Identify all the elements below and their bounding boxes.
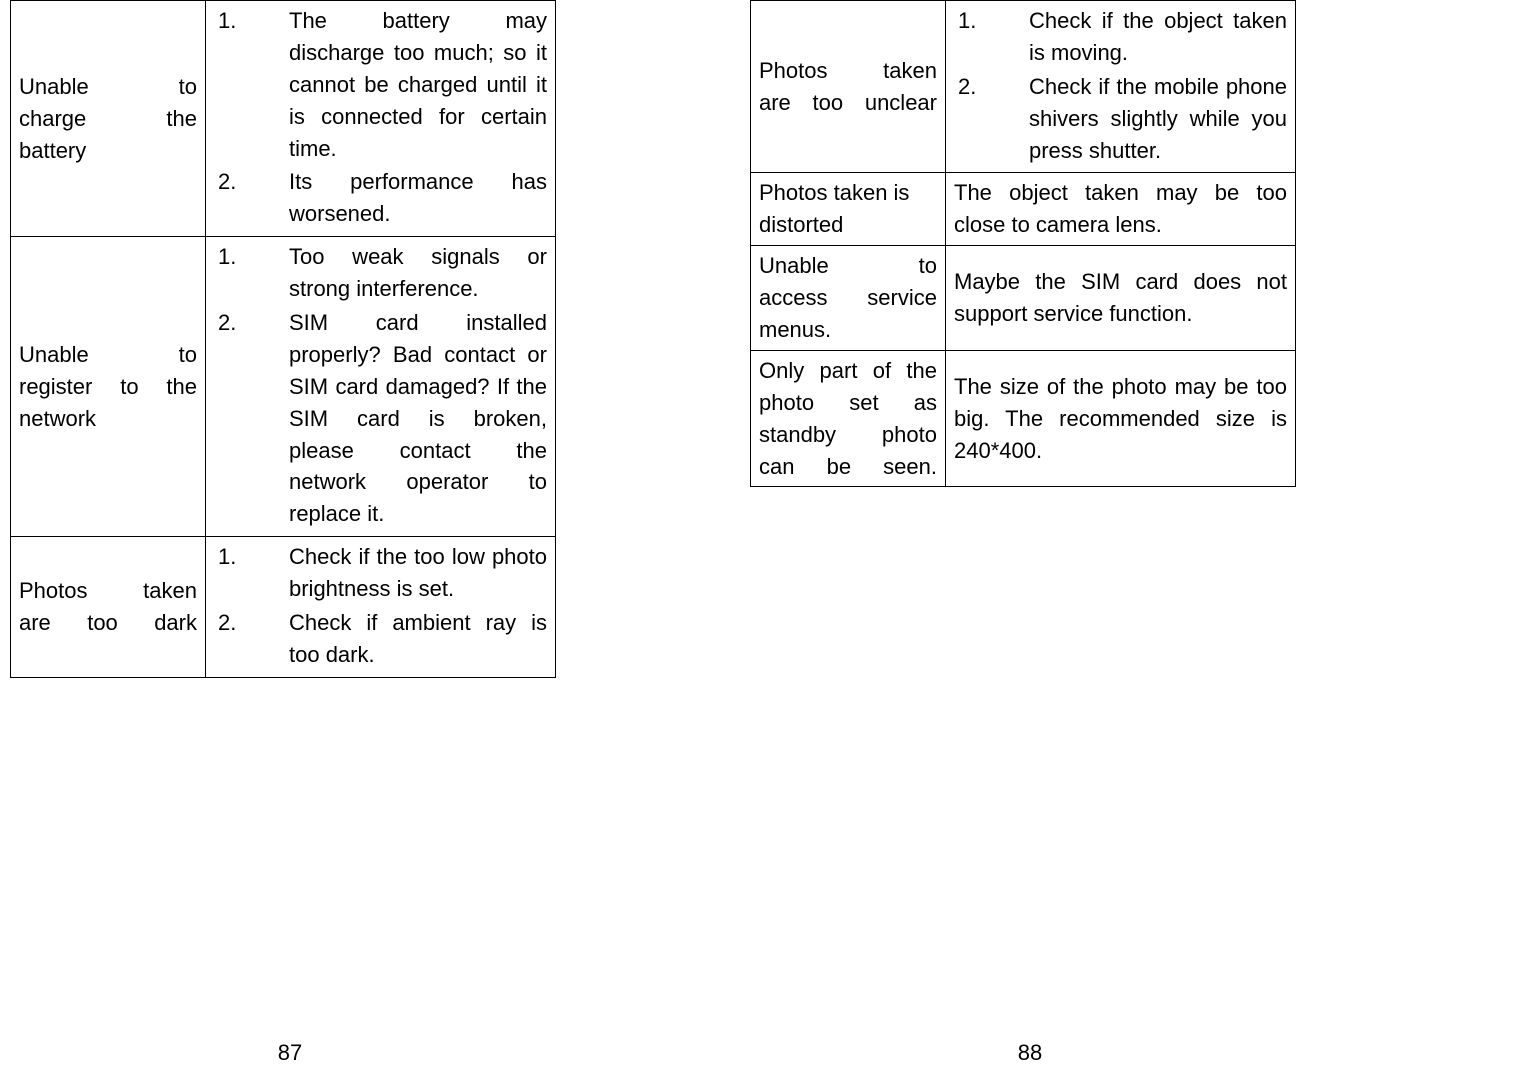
table-row: Unable to charge the battery 1.The batte…	[11, 1, 556, 237]
page-number-87: 87	[10, 1040, 570, 1066]
list-number: 2.	[214, 307, 289, 530]
list-number: 1.	[214, 5, 289, 164]
table-row: Only part of the photo set as standby ph…	[751, 350, 1296, 487]
table-row: Photos taken is distorted The object tak…	[751, 173, 1296, 246]
problem-line: photo set as	[759, 390, 937, 415]
list-item: 2.Check if the mobile phone shivers slig…	[954, 71, 1287, 167]
table-row: Photos taken are too unclear 1.Check if …	[751, 1, 1296, 173]
problem-line: charge the	[19, 106, 197, 131]
problem-cell: Unable to access service menus.	[751, 246, 946, 351]
page-88: Photos taken are too unclear 1.Check if …	[750, 0, 1310, 1086]
problem-line: access service	[759, 285, 937, 310]
troubleshoot-table-right: Photos taken are too unclear 1.Check if …	[750, 0, 1296, 487]
cause-cell: 1.Too weak signals or strong interferenc…	[206, 237, 556, 537]
problem-line-last: network	[19, 406, 96, 431]
list-item: 1.Too weak signals or strong interferenc…	[214, 241, 547, 305]
table-row: Unable to access service menus. Maybe th…	[751, 246, 1296, 351]
table-row: Unable to register to the network 1.Too …	[11, 237, 556, 537]
list-item: 1.Check if the too low photo brightness …	[214, 541, 547, 605]
problem-line: Unable to	[759, 253, 937, 278]
list-number: 1.	[214, 541, 289, 605]
list-text: Check if the too low photo brightness is…	[289, 541, 547, 605]
cause-cell: The size of the photo may be too big. Th…	[946, 350, 1296, 487]
table-row: Photos taken are too dark 1.Check if the…	[11, 537, 556, 678]
problem-line-last: are too dark	[19, 610, 197, 635]
list-item: 1.The battery may discharge too much; so…	[214, 5, 547, 164]
list-item: 2. Its performance has worsened.	[214, 166, 547, 230]
problem-line-last: battery	[19, 138, 86, 163]
list-text: Too weak signals or strong interference.	[289, 241, 547, 305]
cause-list: 1.Too weak signals or strong interferenc…	[214, 241, 547, 530]
list-item: 2.Check if ambient ray is too dark.	[214, 607, 547, 671]
list-item: 1.Check if the object taken is moving.	[954, 5, 1287, 69]
cause-cell: 1.Check if the object taken is moving. 2…	[946, 1, 1296, 173]
problem-cell: Unable to charge the battery	[11, 1, 206, 237]
list-text: Check if the object taken is moving.	[1029, 5, 1287, 69]
problem-line: register to the	[19, 374, 197, 399]
cause-cell: 1.Check if the too low photo brightness …	[206, 537, 556, 678]
cause-list: 1.The battery may discharge too much; so…	[214, 5, 547, 230]
problem-line: standby photo	[759, 422, 937, 447]
problem-cell: Only part of the photo set as standby ph…	[751, 350, 946, 487]
list-text: SIM card installed properly? Bad contact…	[289, 307, 547, 530]
problem-cell: Photos taken are too dark	[11, 537, 206, 678]
page-number-88: 88	[750, 1040, 1310, 1066]
problem-line: Only part of the	[759, 358, 937, 383]
cause-list: 1.Check if the object taken is moving. 2…	[954, 5, 1287, 166]
list-number: 2.	[214, 607, 289, 671]
problem-line: Unable to	[19, 74, 197, 99]
list-number: 2.	[214, 166, 289, 230]
cause-list: 1.Check if the too low photo brightness …	[214, 541, 547, 671]
problem-line: Unable to	[19, 342, 197, 367]
list-number: 2.	[954, 71, 1029, 167]
problem-cell: Unable to register to the network	[11, 237, 206, 537]
problem-line-last: menus.	[759, 317, 831, 342]
problem-line: Photos taken	[19, 578, 197, 603]
cause-cell: Maybe the SIM card does not support serv…	[946, 246, 1296, 351]
cause-cell: 1.The battery may discharge too much; so…	[206, 1, 556, 237]
problem-text: Photos taken is distorted	[759, 177, 937, 241]
list-text: Check if ambient ray is too dark.	[289, 607, 547, 671]
troubleshoot-table-left: Unable to charge the battery 1.The batte…	[10, 0, 556, 678]
page-87: Unable to charge the battery 1.The batte…	[0, 0, 560, 1086]
list-text: The battery may discharge too much; so i…	[289, 5, 547, 164]
list-text: Its performance has worsened.	[289, 166, 547, 230]
problem-cell: Photos taken is distorted	[751, 173, 946, 246]
list-number: 1.	[954, 5, 1029, 69]
cause-cell: The object taken may be too close to cam…	[946, 173, 1296, 246]
list-number: 1.	[214, 241, 289, 305]
list-text: Check if the mobile phone shivers slight…	[1029, 71, 1287, 167]
list-item: 2.SIM card installed properly? Bad conta…	[214, 307, 547, 530]
problem-line: Photos taken	[759, 58, 937, 83]
problem-cell: Photos taken are too unclear	[751, 1, 946, 173]
problem-line-last: are too unclear	[759, 90, 937, 115]
problem-line-last: can be seen.	[759, 454, 937, 479]
